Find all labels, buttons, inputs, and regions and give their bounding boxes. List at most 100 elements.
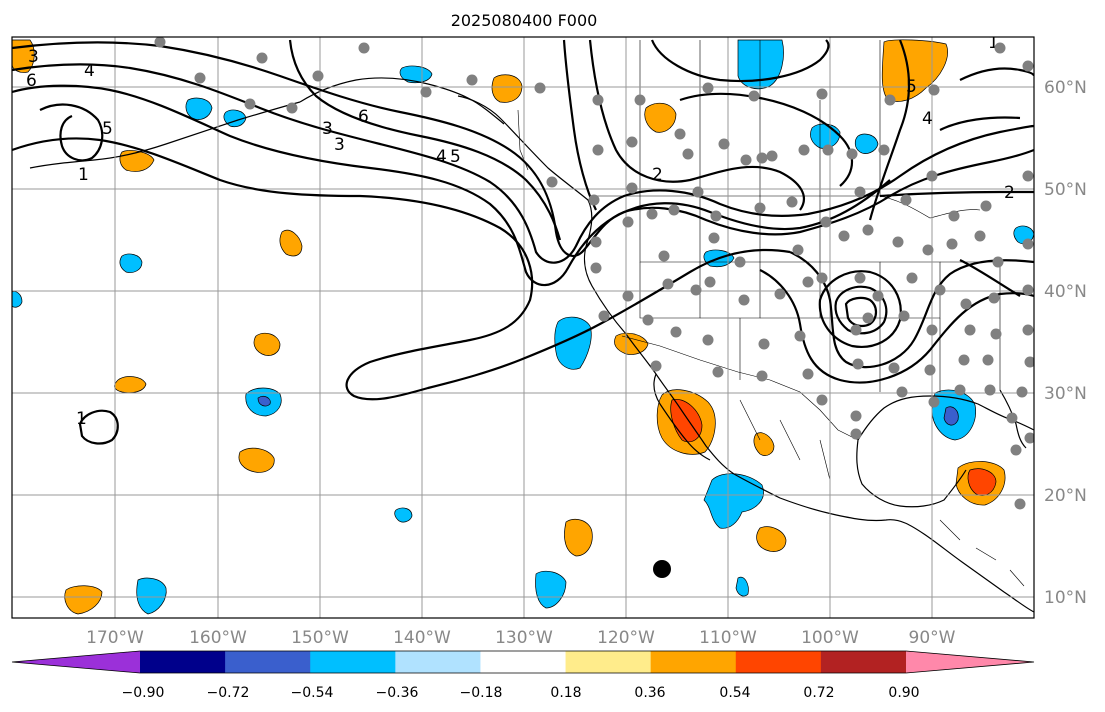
lat-labels: 60°N 50°N 40°N 30°N 20°N 10°N xyxy=(1044,78,1087,608)
contour-line xyxy=(959,67,1034,81)
shade-red xyxy=(967,468,997,496)
contour-label: 3 xyxy=(28,47,39,67)
station-dot xyxy=(622,216,634,228)
station-dot xyxy=(626,136,638,148)
station-dot xyxy=(420,86,432,98)
station-dot xyxy=(900,194,912,206)
colorbar-segment xyxy=(650,651,737,673)
station-dot xyxy=(358,42,370,54)
station-dot xyxy=(682,148,694,160)
shade-cyan xyxy=(735,576,749,597)
colorbar-labels: −0.90 −0.72 −0.54 −0.36 −0.18 0.18 0.36 … xyxy=(122,685,920,701)
station-dot xyxy=(862,224,874,236)
map-area: 3 4 6 5 3 3 6 4 5 1 2 1 2 4 5 1 xyxy=(12,37,1034,618)
station-dot xyxy=(704,276,716,288)
station-dot xyxy=(702,334,714,346)
station-dot xyxy=(924,364,936,376)
contour-line xyxy=(818,270,902,348)
station-dot xyxy=(286,102,298,114)
shade-orange xyxy=(238,447,275,473)
station-dot xyxy=(946,238,958,250)
contour-label: 1 xyxy=(78,165,89,185)
contour-label: 3 xyxy=(322,119,333,139)
station-dot xyxy=(712,366,724,378)
station-dot xyxy=(988,292,1000,304)
shade-cyan xyxy=(703,473,764,529)
shade-orange xyxy=(64,585,103,615)
colorbar-tick-label: −0.90 xyxy=(122,685,165,701)
station-dot xyxy=(958,354,970,366)
contour-label: 6 xyxy=(358,107,369,127)
station-dot xyxy=(850,428,862,440)
lon-label: 130°W xyxy=(495,628,553,648)
border-mexico-states xyxy=(739,399,831,481)
colorbar-segment xyxy=(820,651,907,673)
shade-cyan xyxy=(185,97,213,120)
station-dot xyxy=(884,94,896,106)
colorbar-tick-label: 0.54 xyxy=(719,685,750,701)
station-dot xyxy=(718,138,730,150)
colorbar-tick-label: −0.36 xyxy=(376,685,419,701)
shade-cyan xyxy=(854,133,879,154)
station-dot xyxy=(748,90,760,102)
shade-blue xyxy=(257,396,271,407)
station-dot xyxy=(710,210,722,222)
shade-cyan xyxy=(737,39,784,90)
station-dot xyxy=(928,84,940,96)
contour-line xyxy=(39,103,104,162)
lat-label: 50°N xyxy=(1044,180,1087,200)
contour-line xyxy=(759,269,1034,384)
station-dot xyxy=(758,338,770,350)
station-dot xyxy=(786,196,798,208)
contour-line xyxy=(789,250,1034,369)
station-dot xyxy=(922,244,934,256)
colorbar-tick-label: 0.18 xyxy=(550,685,581,701)
station-dots xyxy=(154,37,1034,510)
lon-label: 140°W xyxy=(393,628,451,648)
shade-orange xyxy=(491,74,523,103)
shade-blue xyxy=(943,406,959,426)
shade-orange xyxy=(114,376,147,394)
station-dot xyxy=(990,328,1002,340)
station-dot xyxy=(852,358,864,370)
station-dot xyxy=(820,216,832,228)
station-dot xyxy=(960,298,972,310)
station-dot xyxy=(668,204,680,216)
station-dot xyxy=(734,256,746,268)
station-dot xyxy=(798,144,810,156)
lon-label: 90°W xyxy=(909,628,956,648)
station-dot xyxy=(626,182,638,194)
lon-label: 120°W xyxy=(597,628,655,648)
lon-label: 150°W xyxy=(291,628,349,648)
station-dot xyxy=(154,37,166,48)
shade-orange xyxy=(279,229,303,257)
station-dot xyxy=(980,200,992,212)
colorbar-segment xyxy=(565,651,652,673)
station-dot xyxy=(774,288,786,300)
colorbar-segment xyxy=(140,651,226,673)
station-dot xyxy=(244,98,256,110)
station-dot xyxy=(670,326,682,338)
lon-label: 170°W xyxy=(86,628,144,648)
station-dot xyxy=(590,236,602,248)
shade-cyan xyxy=(119,253,143,273)
station-dot xyxy=(816,394,828,406)
station-dot xyxy=(1010,444,1022,456)
shade-cyan xyxy=(399,65,433,84)
coastline-gulf-west xyxy=(856,439,967,508)
colorbar-extend-high xyxy=(906,651,1034,673)
lon-label: 160°W xyxy=(189,628,247,648)
colorbar-tick-label: 0.90 xyxy=(888,685,919,701)
station-dot xyxy=(598,310,610,322)
station-dot xyxy=(1014,498,1026,510)
coastline-aleutians xyxy=(29,101,301,169)
colorbar-segment xyxy=(735,651,822,673)
colorbar-segment xyxy=(310,651,396,673)
station-dot xyxy=(674,128,686,140)
storm-marker xyxy=(653,560,671,578)
contour-line xyxy=(588,39,805,211)
station-dot xyxy=(802,276,814,288)
contour-labels: 3 4 6 5 3 3 6 4 5 1 2 1 2 4 5 1 xyxy=(26,37,1015,429)
station-dot xyxy=(854,186,866,198)
